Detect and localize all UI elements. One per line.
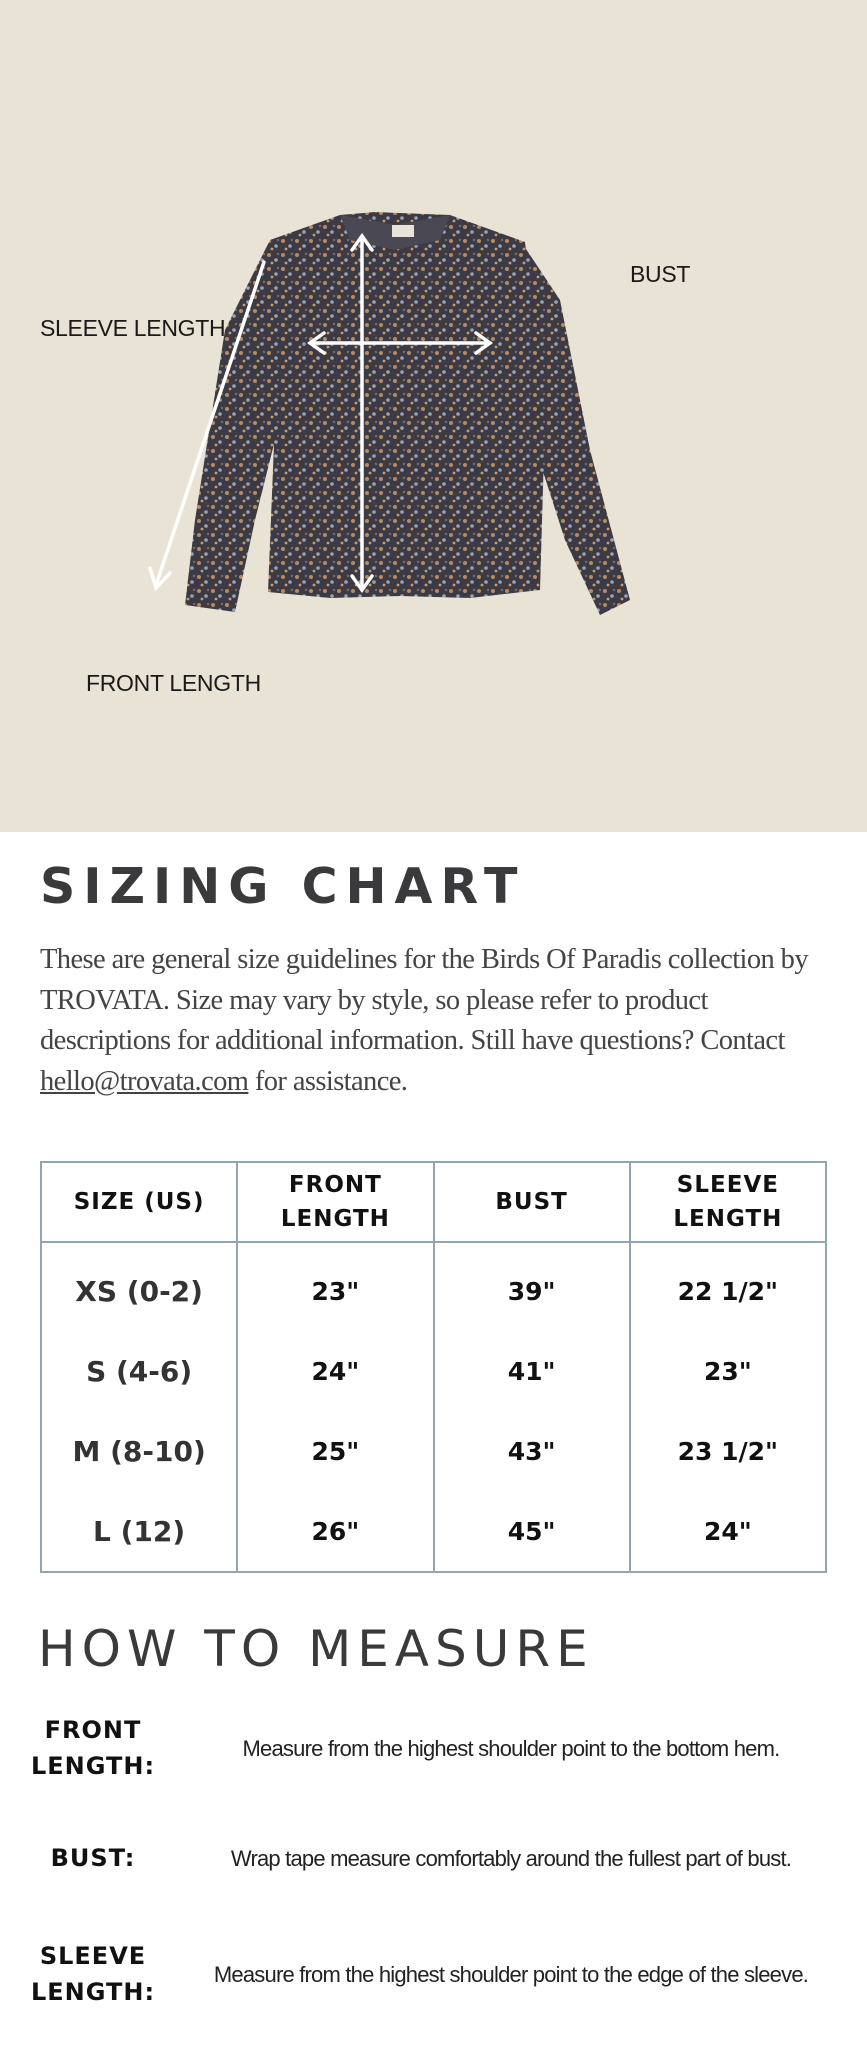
cell-sleeve-length: 22 1/2" — [628, 1242, 828, 1331]
intro-end: for assistance. — [248, 1065, 408, 1097]
table-row: L (12) 26" 45" 24" — [39, 1491, 828, 1573]
intro-text: These are general size guidelines for th… — [40, 944, 809, 1056]
front-length-label: FRONT LENGTH — [86, 670, 261, 696]
measure-item-bust: BUST: Wrap tape measure comfortably arou… — [0, 1840, 867, 1876]
email-link[interactable]: hello@trovata.com — [40, 1065, 249, 1097]
cell-size: S (4-6) — [39, 1331, 239, 1411]
sizing-table: SIZE (US) FRONT LENGTH BUST SLEEVE LENGT… — [39, 1161, 828, 1573]
measure-desc: Measure from the highest shoulder point … — [213, 1961, 809, 1987]
intro-paragraph: These are general size guidelines for th… — [40, 940, 840, 1102]
measure-desc: Wrap tape measure comfortably around the… — [230, 1845, 792, 1871]
sleeve-arrow — [154, 260, 266, 587]
jacket-body — [268, 212, 545, 598]
cell-front-length: 23" — [236, 1242, 435, 1331]
table-row: M (8-10) 25" 43" 23 1/2" — [39, 1411, 828, 1491]
cell-size: M (8-10) — [39, 1411, 239, 1491]
page-title: SIZING CHART — [40, 858, 526, 915]
cell-bust: 43" — [432, 1411, 631, 1491]
cell-bust: 39" — [432, 1242, 631, 1331]
cell-sleeve-length: 24" — [628, 1491, 828, 1573]
header-size: SIZE (US) — [39, 1161, 239, 1243]
cell-sleeve-length: 23 1/2" — [628, 1411, 828, 1491]
sleeve-length-label: SLEEVE LENGTH — [40, 315, 226, 341]
cell-front-length: 26" — [236, 1491, 435, 1573]
cell-sleeve-length: 23" — [628, 1331, 828, 1411]
measure-label: SLEEVE LENGTH: — [30, 1942, 156, 2006]
cell-front-length: 25" — [236, 1411, 435, 1491]
header-front-length: FRONT LENGTH — [236, 1161, 435, 1243]
measure-label: BUST: — [50, 1844, 136, 1872]
product-hero: SLEEVE LENGTH BUST FRONT LENGTH — [0, 0, 867, 832]
measure-item-sleeve-length: SLEEVE LENGTH: Measure from the highest … — [0, 1938, 867, 2010]
table-row: S (4-6) 24" 41" 23" — [39, 1331, 828, 1411]
cell-size: L (12) — [39, 1491, 239, 1573]
right-sleeve — [520, 240, 630, 615]
header-bust: BUST — [432, 1161, 631, 1243]
measure-arrows — [148, 232, 494, 594]
measure-desc: Measure from the highest shoulder point … — [242, 1735, 781, 1761]
how-to-measure-title: HOW TO MEASURE — [38, 1620, 594, 1678]
header-sleeve-length: SLEEVE LENGTH — [628, 1161, 828, 1243]
left-sleeve — [185, 240, 290, 612]
cell-size: XS (0-2) — [39, 1242, 239, 1331]
measure-label: FRONT LENGTH: — [30, 1716, 156, 1780]
bust-label: BUST — [630, 261, 691, 287]
table-row: XS (0-2) 23" 39" 22 1/2" — [39, 1242, 828, 1331]
measure-item-front-length: FRONT LENGTH: Measure from the highest s… — [0, 1712, 867, 1784]
cell-bust: 45" — [432, 1491, 631, 1573]
cell-bust: 41" — [432, 1331, 631, 1411]
jacket-illustration — [148, 212, 630, 615]
table-header-row: SIZE (US) FRONT LENGTH BUST SLEEVE LENGT… — [39, 1161, 828, 1243]
jacket-tag — [392, 225, 414, 237]
cell-front-length: 24" — [236, 1331, 435, 1411]
